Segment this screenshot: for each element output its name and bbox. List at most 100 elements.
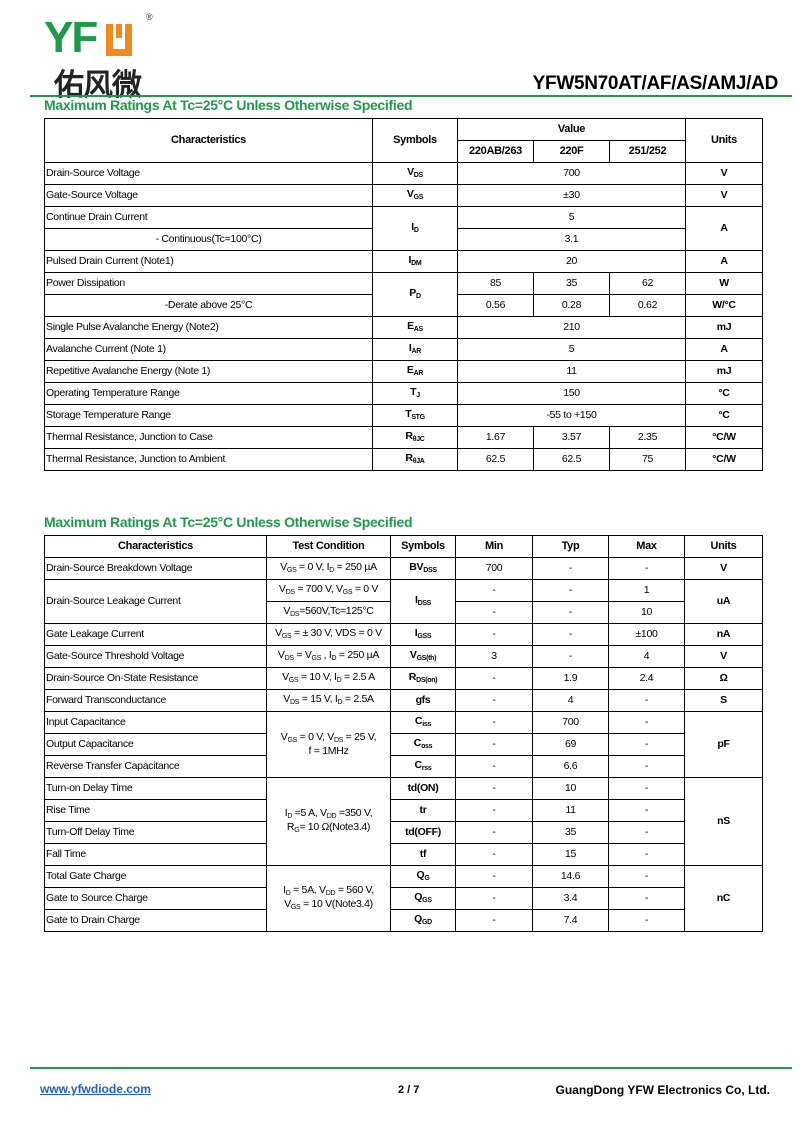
table-cell: - <box>455 843 533 866</box>
table-cell: mJ <box>685 316 763 339</box>
table-cell: - <box>455 667 533 690</box>
table-cell: Fall Time <box>44 843 267 866</box>
footer-divider <box>30 1067 792 1069</box>
table-cell: Rise Time <box>44 799 267 822</box>
table-cell: 2.4 <box>608 667 685 690</box>
table-row: Output Capacitance Coss -69- <box>44 733 763 756</box>
column-header: Typ <box>532 535 609 558</box>
table-cell: Gate-Source Threshold Voltage <box>44 645 267 668</box>
table-cell: Continue Drain Current <box>44 206 373 229</box>
electrical-characteristics-table: Characteristics Test Condition Symbols Min T… <box>44 535 763 932</box>
table-cell: Crss <box>390 755 456 778</box>
table-cell: - <box>532 579 609 602</box>
table-cell: VDS=560V,Tc=125°C <box>266 601 391 624</box>
table-cell: RDS(on) <box>390 667 456 690</box>
table-cell: Avalanche Current (Note 1) <box>44 338 373 361</box>
table-cell: °C/W <box>685 426 763 449</box>
table-cell: Drain-Source Breakdown Voltage <box>44 557 267 580</box>
table-cell: Coss <box>390 733 456 756</box>
table-cell: - <box>455 623 533 646</box>
table-cell: 1.67 <box>457 426 534 449</box>
table-cell: - Continuous(Tc=100°C) <box>44 228 373 251</box>
section-title-2: Maximum Ratings At Tc=25°C Unless Otherw… <box>44 514 413 530</box>
table-cell: EAS <box>372 316 458 339</box>
table-cell: td(ON) <box>390 777 456 800</box>
table-row: Continue Drain Current ID 5 A <box>44 206 763 251</box>
column-header: Test Condition <box>266 535 391 558</box>
table-cell: 3.57 <box>533 426 610 449</box>
table-cell: 62.5 <box>457 448 534 471</box>
table-row: Drain-Source Breakdown Voltage VGS = 0 V,… <box>44 557 763 580</box>
table-cell: 1.9 <box>532 667 609 690</box>
table-cell: Total Gate Charge <box>44 865 267 888</box>
table-cell: 7.4 <box>532 909 609 932</box>
table-cell: V <box>685 184 763 207</box>
table-cell: 700 <box>532 711 609 734</box>
table-cell: Drain-Source Leakage Current <box>44 579 267 624</box>
table-cell: 3.4 <box>532 887 609 910</box>
table-row: Turn-Off Delay Time td(OFF) -35- <box>44 821 763 844</box>
table-cell: 5 <box>457 338 686 361</box>
table-cell: 20 <box>457 250 686 273</box>
table-cell: VGS = 0 V, VDS = 25 V, f = 1MHz <box>266 711 391 778</box>
table-cell: Ciss <box>390 711 456 734</box>
table-cell: IDSS <box>390 579 456 624</box>
table-row: Turn-on Delay Time ID =5 A, VDD =350 V, R… <box>44 777 763 866</box>
table-cell: Gate to Source Charge <box>44 887 267 910</box>
column-header: Value <box>457 118 686 141</box>
table-cell: 4 <box>532 689 609 712</box>
page-number: 2 / 7 <box>398 1084 420 1096</box>
table-row: Input Capacitance VGS = 0 V, VDS = 25 V, … <box>44 711 763 778</box>
table-row: Thermal Resistance, Junction to Ambient R… <box>44 448 763 471</box>
table-row: Single Pulse Avalanche Energy (Note2) EAS… <box>44 316 763 339</box>
column-header: Symbols <box>372 118 458 163</box>
table-row: Gate Leakage Current VGS = ± 30 V, VDS = … <box>44 623 763 646</box>
table-cell: 700 <box>457 162 686 185</box>
section-title-1: Maximum Ratings At Tc=25°C Unless Otherw… <box>44 97 413 113</box>
table-cell: nS <box>684 777 763 866</box>
table-cell: Thermal Resistance, Junction to Ambient <box>44 448 373 471</box>
table-cell: - <box>608 909 685 932</box>
table-cell: - <box>455 821 533 844</box>
table-cell: - <box>455 711 533 734</box>
table-cell: Forward Transconductance <box>44 689 267 712</box>
table-header-row: Characteristics Test Condition Symbols Min T… <box>44 535 763 558</box>
table-cell: tr <box>390 799 456 822</box>
table-cell: - <box>532 557 609 580</box>
table-cell: V <box>685 162 763 185</box>
table-cell: 700 <box>455 557 533 580</box>
table-cell: pF <box>684 711 763 778</box>
column-header: Min <box>455 535 533 558</box>
website-link[interactable]: www.yfwdiode.com <box>40 1082 151 1096</box>
column-header: 251/252 <box>609 140 686 163</box>
table-cell: TSTG <box>372 404 458 427</box>
table-cell: V <box>684 557 763 580</box>
table-row: Gate-Source Voltage VGS ±30 V <box>44 184 763 207</box>
table-cell: VDS = 15 V, ID = 2.5A <box>266 689 391 712</box>
table-row: Power Dissipation PD 85 35 62 W <box>44 272 763 317</box>
table-cell: RθJC <box>372 426 458 449</box>
table-header-row: Characteristics Symbols Value Units <box>44 118 763 163</box>
table-cell: ID = 5A, VDD = 560 V, VGS = 10 V(Note3.4… <box>266 865 391 932</box>
table-cell: - <box>455 777 533 800</box>
column-header: Max <box>608 535 685 558</box>
table-cell: - <box>608 689 685 712</box>
model-number: YFW5N70AT/AF/AS/AMJ/AD <box>532 73 779 94</box>
table-row: VDS=560V,Tc=125°C - -10 <box>45 601 763 624</box>
table-cell: tf <box>390 843 456 866</box>
table-cell: QGD <box>390 909 456 932</box>
table-cell: W <box>685 272 763 295</box>
table-cell: Power Dissipation <box>44 272 373 295</box>
table-row: Operating Temperature Range TJ 150 °C <box>44 382 763 405</box>
table-cell: 6.6 <box>532 755 609 778</box>
table-cell: td(OFF) <box>390 821 456 844</box>
table-cell: Drain-Source Voltage <box>44 162 373 185</box>
table-row: Forward Transconductance VDS = 15 V, ID =… <box>44 689 763 712</box>
table-cell: VDS <box>372 162 458 185</box>
table-cell: IGSS <box>390 623 456 646</box>
table-cell: 0.28 <box>533 294 610 317</box>
table-cell: 35 <box>533 272 610 295</box>
table-cell: 1 <box>608 579 685 602</box>
table-cell: nA <box>684 623 763 646</box>
